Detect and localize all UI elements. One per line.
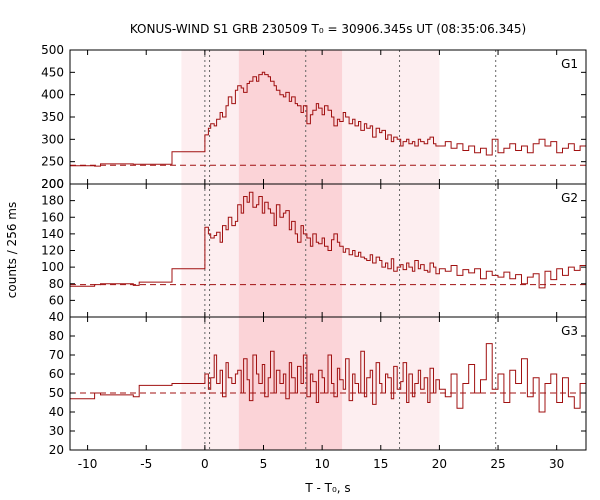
y-tick-label: 120: [41, 244, 64, 258]
y-tick-label: 250: [41, 155, 64, 169]
x-tick-label: 30: [549, 457, 564, 471]
x-tick-label: -10: [78, 457, 98, 471]
y-axis-title: counts / 256 ms: [5, 202, 19, 298]
lightcurve-g2: [70, 191, 586, 289]
panels-layer: 200250300350400450500G140608010012014016…: [41, 43, 587, 471]
y-tick-label: 450: [41, 65, 64, 79]
panel-g1: 200 250 300 350 400 450 500 G1: [41, 43, 587, 191]
y-tick-label: 80: [49, 277, 64, 291]
y-tick-label: 50: [49, 386, 64, 400]
chart-title: KONUS-WIND S1 GRB 230509 T₀ = 30906.345s…: [130, 22, 526, 36]
y-tick-label: 40: [49, 310, 64, 324]
x-tick-label: 5: [260, 457, 268, 471]
y-tick-label: 60: [49, 367, 64, 381]
y-tick-label: 100: [41, 260, 64, 274]
panel-name-label: G3: [561, 324, 578, 338]
y-tick-label: 30: [49, 424, 64, 438]
lightcurve-g3: [70, 343, 586, 413]
x-tick-label: 25: [490, 457, 505, 471]
shaded-interval-dark: [238, 317, 343, 450]
y-tick-label: 80: [49, 329, 64, 343]
shaded-interval-dark: [238, 184, 343, 317]
panel-g2: 40 60 80 100 120 140 160 180 200 G2: [41, 177, 587, 324]
x-axis-title: T - T₀, s: [304, 481, 350, 495]
y-tick-label: 500: [41, 43, 64, 57]
x-tick-label: -5: [140, 457, 152, 471]
y-tick-label: 200: [41, 177, 64, 191]
panel-name-label: G1: [561, 57, 578, 71]
x-tick-label: 10: [314, 457, 329, 471]
y-tick-label: 200: [41, 177, 64, 191]
panel-frame: [69, 316, 587, 451]
y-tick-label: 140: [41, 227, 64, 241]
lightcurve-g1: [70, 71, 586, 167]
x-tick-label: 0: [201, 457, 209, 471]
panel-g3: 20 30 40 50 60 70 80 -10 -5 0 5 10 15 20 25 30 G3: [49, 316, 587, 471]
y-tick-label: 70: [49, 348, 64, 362]
y-tick-label: 350: [41, 110, 64, 124]
y-tick-label: 160: [41, 210, 64, 224]
y-tick-label: 40: [49, 405, 64, 419]
y-tick-label: 300: [41, 132, 64, 146]
y-tick-label: 180: [41, 194, 64, 208]
panel-name-label: G2: [561, 191, 578, 205]
shaded-interval-dark: [238, 50, 343, 184]
y-tick-label: 400: [41, 88, 64, 102]
y-tick-label: 20: [49, 443, 64, 457]
x-tick-label: 15: [373, 457, 388, 471]
x-tick-label: 20: [432, 457, 447, 471]
y-tick-label: 60: [49, 293, 64, 307]
